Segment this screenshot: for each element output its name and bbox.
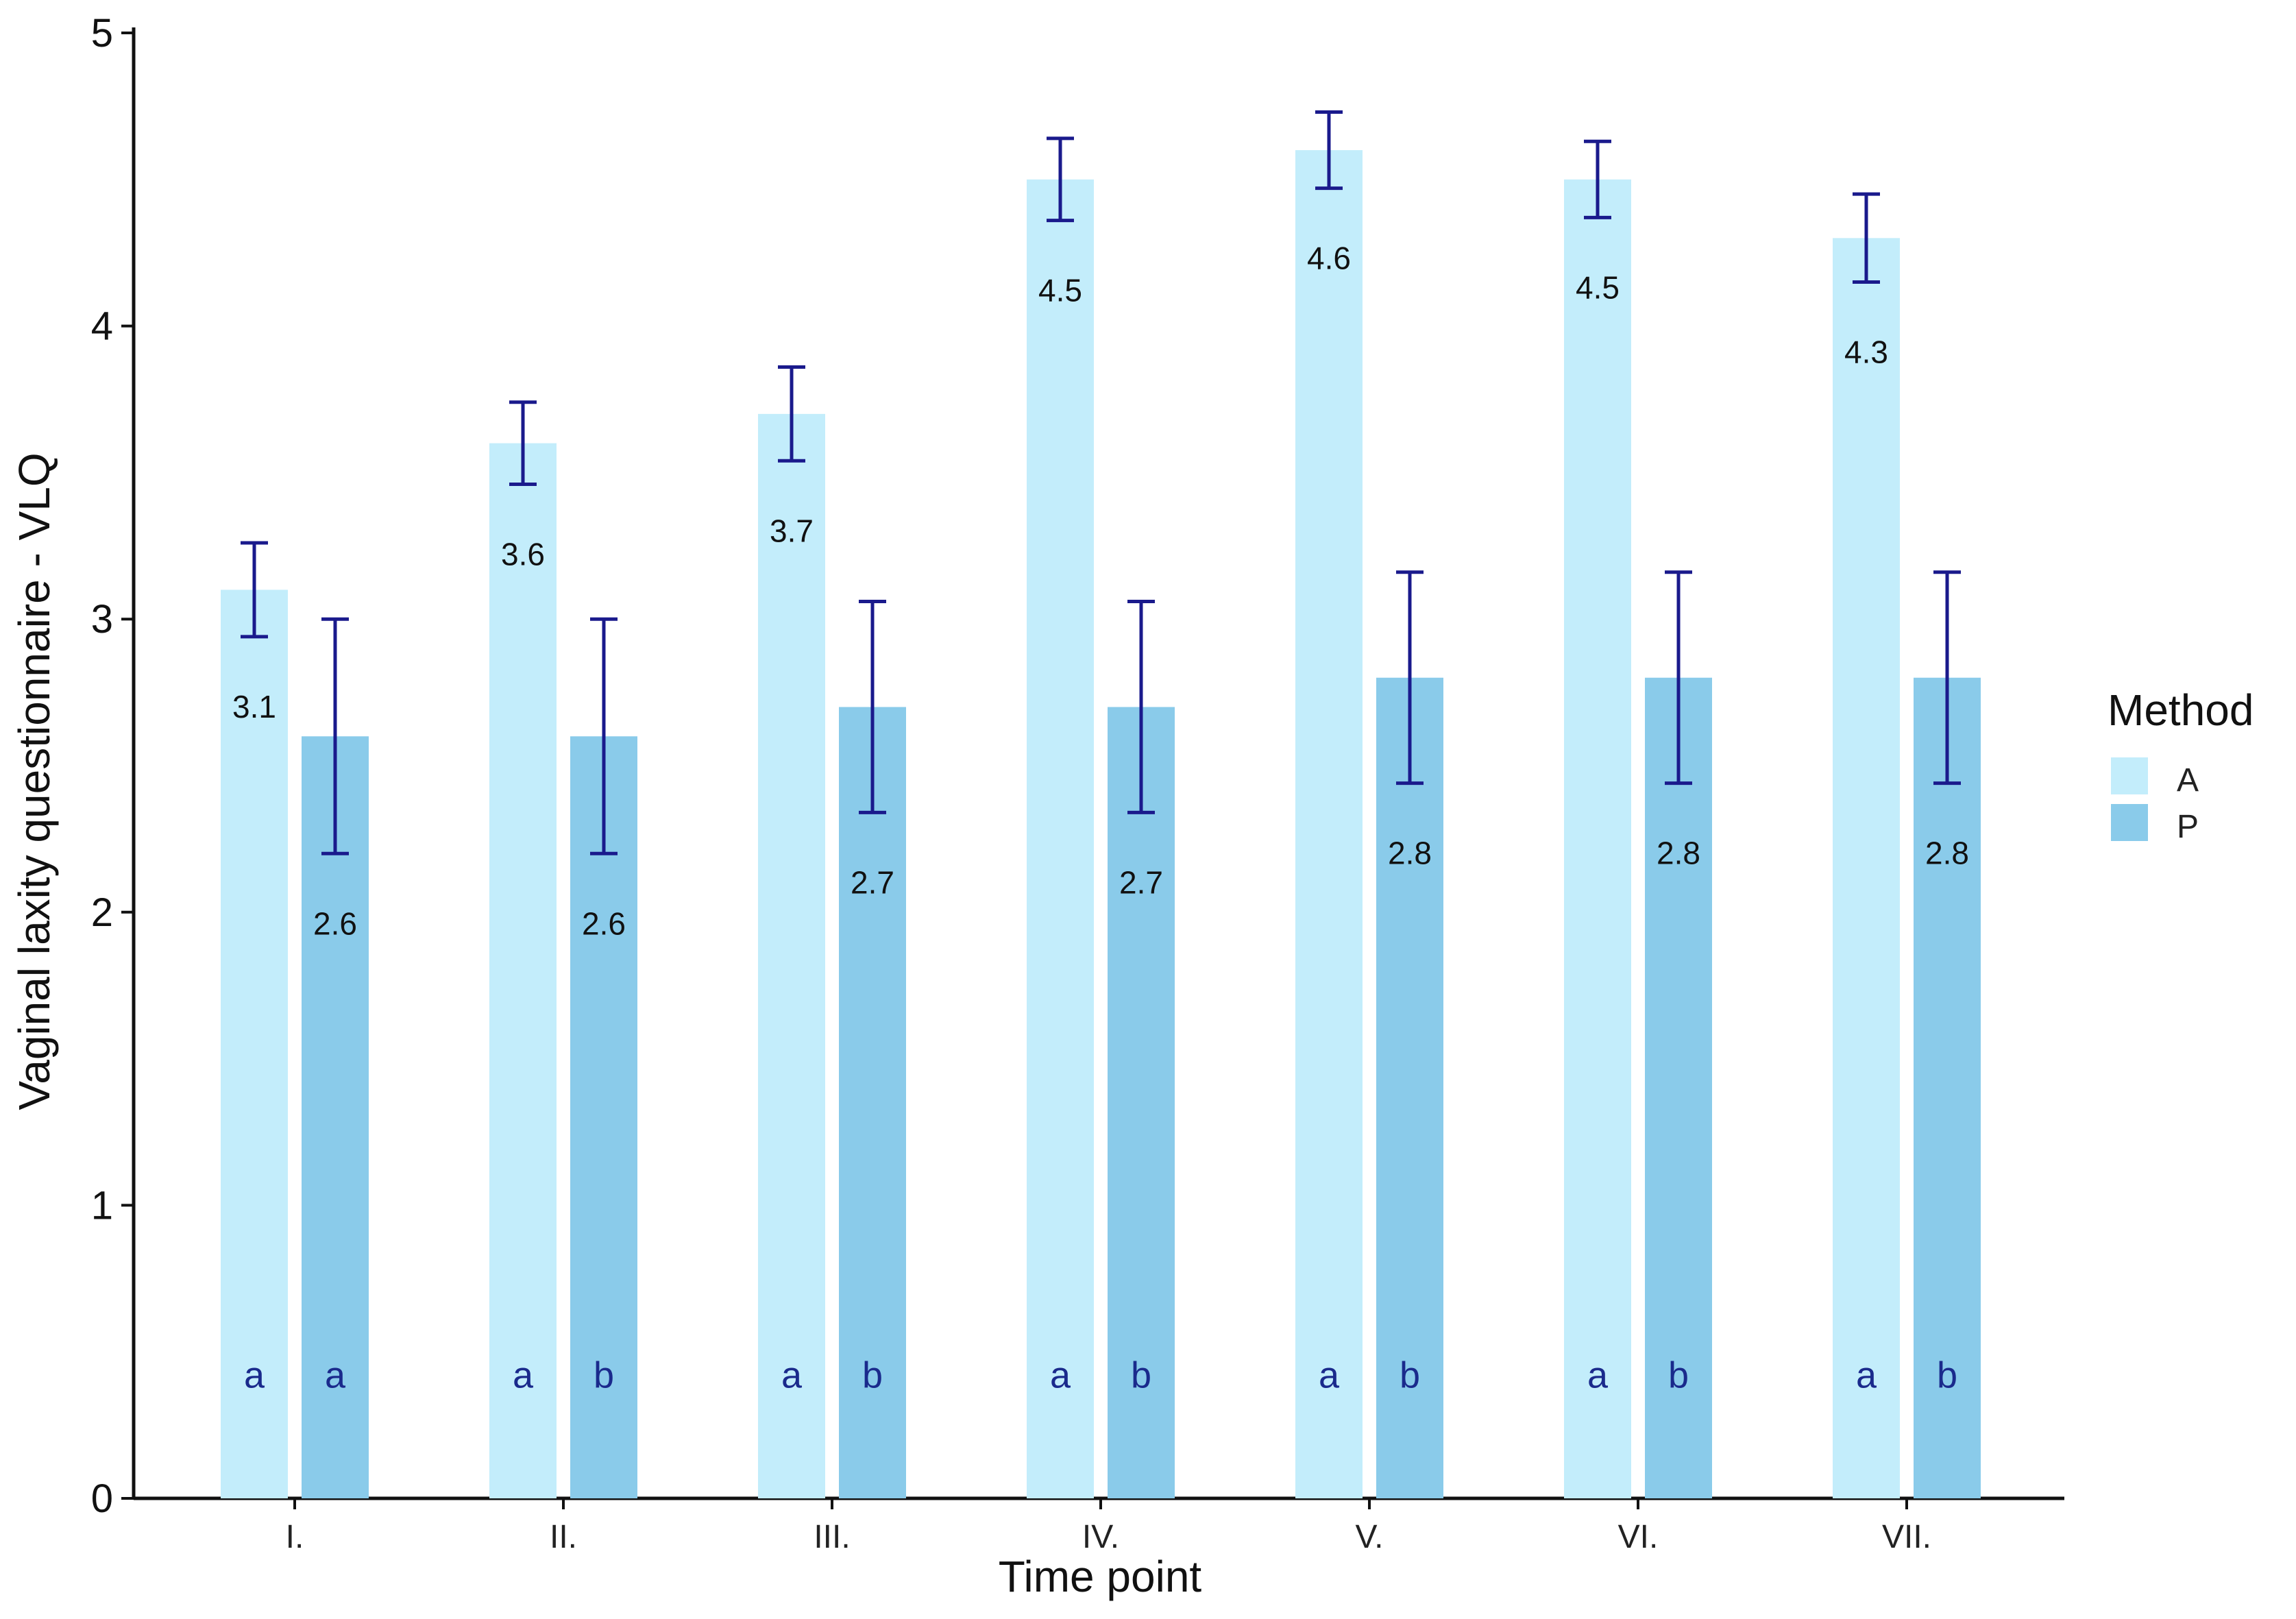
bar-p <box>839 707 906 1498</box>
plot-area: 0 1 2 3 4 5 I. 3.1 a 2.6 a II. 3.6 a 2.6 b III. 3.7 a 2.7 b I… <box>91 11 2064 1555</box>
group-letter: b <box>1937 1354 1957 1396</box>
bar-a <box>1564 179 1631 1498</box>
group-letter: a <box>1587 1354 1609 1396</box>
group-letter: a <box>1319 1354 1340 1396</box>
data-label: 4.5 <box>1038 273 1082 308</box>
bar-a <box>1027 179 1094 1498</box>
data-label: 3.6 <box>501 537 545 572</box>
group-letter: a <box>781 1354 803 1396</box>
legend-swatch-p <box>2111 804 2148 841</box>
y-tick-label: 5 <box>91 11 113 56</box>
group-letter: a <box>1050 1354 1071 1396</box>
data-label: 2.8 <box>1388 836 1432 871</box>
group-letter: a <box>513 1354 534 1396</box>
group-letter: b <box>1131 1354 1151 1396</box>
legend: Method A P <box>2108 685 2254 845</box>
x-tick-label: IV. <box>1082 1519 1119 1555</box>
x-tick-label: V. <box>1356 1519 1384 1555</box>
data-label: 3.7 <box>770 513 814 548</box>
data-label: 3.1 <box>232 689 276 725</box>
bar-a <box>758 413 825 1498</box>
data-label: 4.6 <box>1307 241 1351 276</box>
bar-p <box>1108 707 1175 1498</box>
bar-p <box>1376 677 1443 1498</box>
bar-a <box>1295 150 1363 1498</box>
data-label: 4.5 <box>1576 269 1620 305</box>
data-label: 2.7 <box>851 864 894 900</box>
y-tick-label: 4 <box>91 304 113 349</box>
bar-a <box>1833 238 1900 1498</box>
y-tick-label: 1 <box>91 1183 113 1228</box>
group-letter: b <box>1400 1354 1420 1396</box>
y-tick-label: 3 <box>91 597 113 642</box>
data-label: 2.7 <box>1119 864 1163 900</box>
x-tick-label: III. <box>814 1519 850 1555</box>
group-letter: a <box>1856 1354 1877 1396</box>
data-label: 2.6 <box>582 905 626 941</box>
legend-swatch-a <box>2111 757 2148 794</box>
legend-label-p: P <box>2177 809 2199 845</box>
bar-p <box>570 736 637 1498</box>
group-letter: b <box>862 1354 883 1396</box>
x-axis-title: Time point <box>999 1552 1202 1601</box>
data-label: 2.6 <box>313 905 357 941</box>
y-tick-label: 0 <box>91 1476 113 1521</box>
bar-p <box>1914 677 1981 1498</box>
group-letter: b <box>1668 1354 1689 1396</box>
y-axis-title: Vaginal laxity questionnaire - VLQ <box>10 452 59 1110</box>
bar-p <box>302 736 369 1498</box>
legend-title: Method <box>2108 685 2254 735</box>
data-label: 2.8 <box>1657 836 1700 871</box>
bar-a <box>489 443 557 1498</box>
group-letter: b <box>594 1354 614 1396</box>
x-tick-label: I. <box>286 1519 304 1555</box>
bar-p <box>1645 677 1712 1498</box>
legend-label-a: A <box>2177 762 2199 799</box>
bar-a <box>221 589 288 1499</box>
group-letter: a <box>325 1354 346 1396</box>
data-label: 2.8 <box>1925 836 1969 871</box>
y-tick-label: 2 <box>91 890 113 935</box>
group-letter: a <box>244 1354 265 1396</box>
x-tick-label: VII. <box>1882 1519 1931 1555</box>
x-tick-label: II. <box>550 1519 577 1555</box>
x-tick-label: VI. <box>1618 1519 1659 1555</box>
data-label: 4.3 <box>1844 334 1888 369</box>
